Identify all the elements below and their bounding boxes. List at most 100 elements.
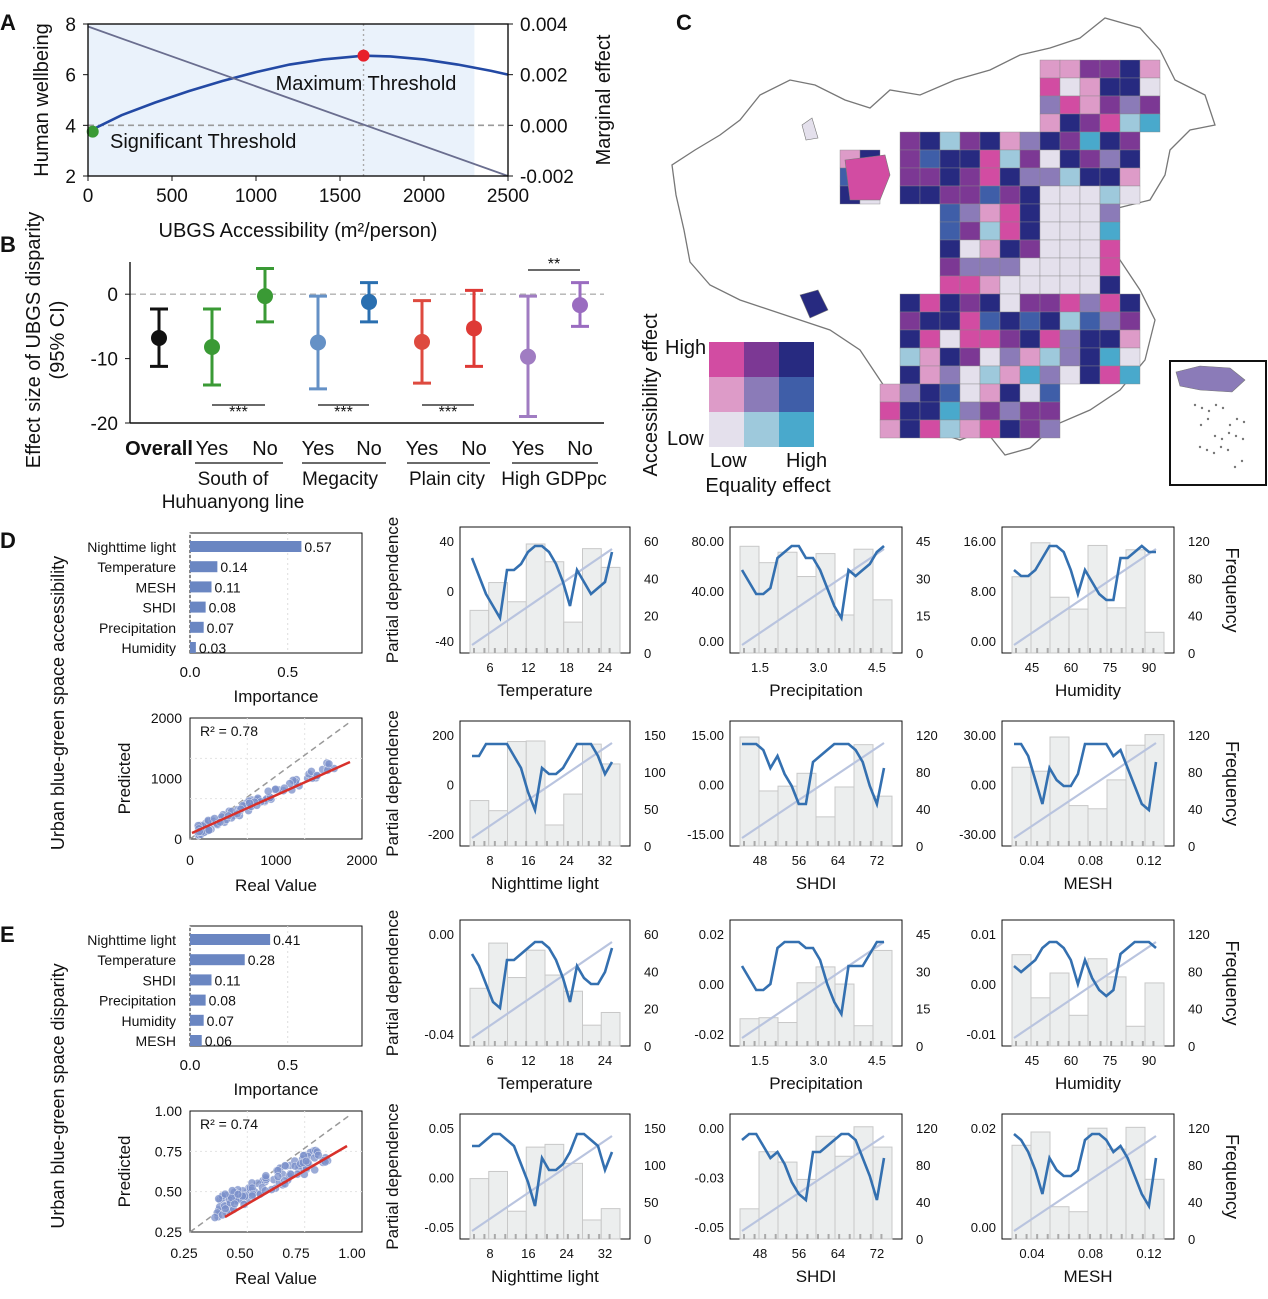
province-region bbox=[1019, 329, 1041, 349]
y-right-tick-label: 0.000 bbox=[520, 116, 568, 137]
histogram-bar bbox=[777, 551, 798, 654]
island-dot bbox=[1226, 448, 1230, 452]
feature-label: Precipitation bbox=[99, 993, 176, 1009]
province-region bbox=[979, 419, 1001, 439]
y-right-tick-label: 150 bbox=[644, 1121, 666, 1136]
x-tick-label: 2500 bbox=[487, 186, 529, 207]
province-region bbox=[1119, 95, 1141, 115]
province-region bbox=[1019, 257, 1041, 277]
province-region bbox=[1119, 59, 1141, 79]
province-region bbox=[999, 239, 1021, 259]
histogram-bar bbox=[1049, 972, 1070, 1047]
histogram-bar bbox=[1144, 982, 1165, 1047]
importance-bar bbox=[190, 621, 204, 633]
histogram-bar bbox=[488, 1170, 508, 1240]
mean-point bbox=[204, 339, 220, 356]
province-region bbox=[1139, 59, 1161, 79]
province-region bbox=[1119, 311, 1141, 331]
significance-stars: ** bbox=[548, 256, 560, 273]
histogram-bar bbox=[469, 800, 490, 847]
province-region bbox=[979, 185, 1001, 205]
province-region bbox=[1039, 365, 1061, 385]
province-region bbox=[979, 383, 1001, 403]
histogram-bar bbox=[1068, 608, 1089, 654]
axes-frame bbox=[87, 23, 509, 177]
scatter-point bbox=[233, 1190, 243, 1199]
province-region bbox=[979, 167, 1001, 187]
x-tick-label: 0 bbox=[186, 852, 194, 868]
x-axis-label: Temperature bbox=[497, 1074, 592, 1093]
y-right-tick-label: 45 bbox=[916, 927, 930, 942]
x-tick-label: 0.5 bbox=[277, 1057, 298, 1074]
scatter-point bbox=[273, 1172, 283, 1181]
province-region bbox=[939, 365, 961, 385]
province-region bbox=[1059, 185, 1081, 205]
panel-label-e: E bbox=[0, 922, 15, 947]
province-region bbox=[1099, 149, 1121, 169]
island-dot bbox=[1213, 434, 1217, 438]
pdp-curve bbox=[1013, 1132, 1158, 1210]
province-region bbox=[999, 329, 1021, 349]
province-region bbox=[1019, 365, 1041, 385]
histogram-bar bbox=[563, 990, 583, 1047]
y-right-tick-label: 0 bbox=[916, 1232, 923, 1247]
province-region bbox=[1019, 419, 1041, 439]
x-tick-label: 18 bbox=[559, 1053, 573, 1068]
pdp-curve bbox=[742, 742, 886, 809]
province-region bbox=[959, 185, 981, 205]
category-label: Yes bbox=[302, 438, 335, 460]
province-region bbox=[1099, 185, 1121, 205]
histogram-bar bbox=[1144, 1178, 1165, 1240]
province-region bbox=[1139, 95, 1161, 115]
significance-stars: *** bbox=[334, 404, 353, 421]
province-region bbox=[1079, 257, 1101, 277]
y-tick-label: -0.01 bbox=[966, 1027, 996, 1042]
x-tick-label: 32 bbox=[598, 853, 612, 868]
province-region bbox=[979, 239, 1001, 259]
pdp-curve bbox=[1013, 940, 1157, 998]
feature-label: Temperature bbox=[97, 559, 176, 575]
centered-pdp-curve bbox=[1013, 742, 1157, 839]
histogram-bar bbox=[758, 1151, 779, 1240]
histogram-bar bbox=[1049, 1206, 1070, 1240]
x-tick-label: 0.08 bbox=[1078, 853, 1103, 868]
y-right-tick-label: 80 bbox=[1188, 571, 1202, 586]
histogram-bar bbox=[544, 1143, 565, 1240]
province-region bbox=[999, 149, 1021, 169]
y-tick-label: 2 bbox=[65, 167, 76, 188]
y-tick-label: 0.00 bbox=[971, 1220, 996, 1235]
province-region bbox=[1119, 113, 1141, 133]
x-axis-label: Real Value bbox=[235, 1269, 317, 1288]
province-region bbox=[899, 167, 921, 187]
province-region bbox=[1079, 329, 1101, 349]
x-tick-label: 60 bbox=[1064, 1053, 1078, 1068]
histogram-bar bbox=[739, 1208, 760, 1240]
province-region bbox=[1019, 275, 1041, 295]
histogram-bar bbox=[1144, 631, 1165, 654]
importance-value: 0.57 bbox=[304, 539, 331, 555]
importance-value: 0.07 bbox=[207, 620, 234, 636]
province-region bbox=[999, 401, 1021, 421]
province-region bbox=[939, 149, 961, 169]
y-right-tick-label: 0 bbox=[916, 1039, 923, 1054]
feature-label: Temperature bbox=[97, 952, 176, 968]
province-region bbox=[1099, 167, 1121, 187]
y-right-tick-label: 15 bbox=[916, 609, 930, 624]
category-label: No bbox=[461, 438, 487, 460]
province-region bbox=[1119, 77, 1141, 97]
x-tick-label: 16 bbox=[521, 853, 535, 868]
importance-value: 0.07 bbox=[207, 1013, 234, 1029]
r2-label: R² = 0.74 bbox=[200, 1116, 258, 1132]
province-region bbox=[959, 149, 981, 169]
y-right-tick-label: 0 bbox=[1188, 646, 1195, 661]
province-region bbox=[1099, 95, 1121, 115]
y-tick-label: 0 bbox=[107, 285, 118, 306]
x-tick-label: 500 bbox=[156, 186, 188, 207]
region-patch bbox=[801, 117, 819, 141]
histogram-bar bbox=[563, 621, 583, 654]
feature-label: MESH bbox=[136, 1033, 176, 1049]
province-region bbox=[999, 167, 1021, 187]
histogram-bar bbox=[834, 983, 855, 1047]
panel-y-label: Urban blue-green space disparity bbox=[48, 963, 68, 1228]
